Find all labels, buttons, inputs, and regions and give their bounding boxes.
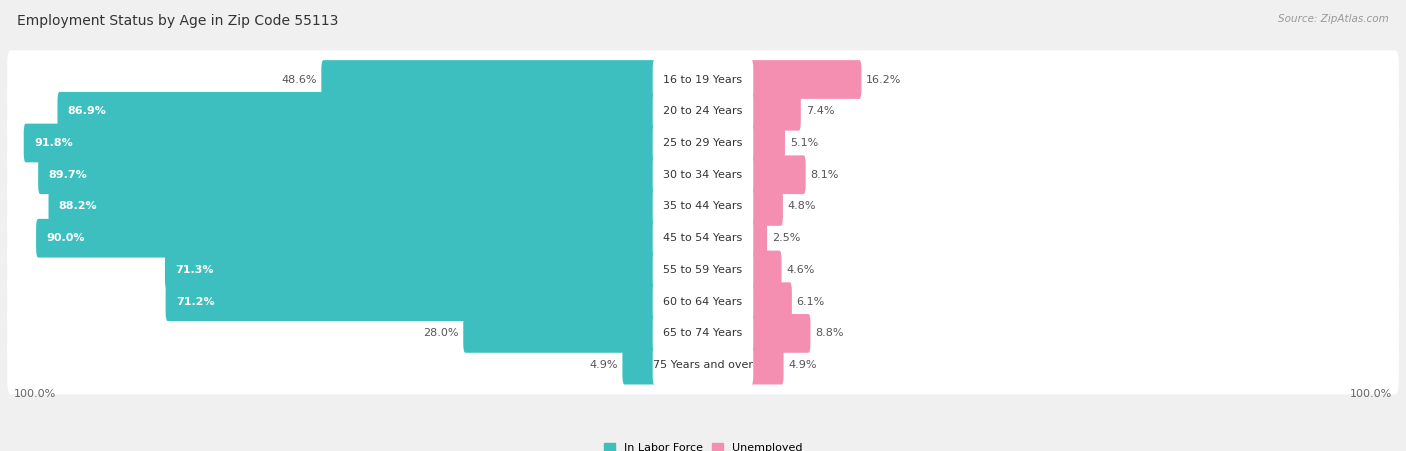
Text: 90.0%: 90.0% xyxy=(46,233,84,243)
Text: 8.1%: 8.1% xyxy=(810,170,839,179)
FancyBboxPatch shape xyxy=(623,346,661,385)
FancyBboxPatch shape xyxy=(652,60,754,100)
Text: Source: ZipAtlas.com: Source: ZipAtlas.com xyxy=(1278,14,1389,23)
Text: 4.8%: 4.8% xyxy=(787,202,817,212)
Text: 35 to 44 Years: 35 to 44 Years xyxy=(664,202,742,212)
FancyBboxPatch shape xyxy=(166,282,661,321)
Text: 6.1%: 6.1% xyxy=(797,297,825,307)
FancyBboxPatch shape xyxy=(652,123,754,163)
FancyBboxPatch shape xyxy=(7,114,1399,172)
FancyBboxPatch shape xyxy=(745,251,782,289)
FancyBboxPatch shape xyxy=(652,313,754,354)
FancyBboxPatch shape xyxy=(58,92,661,131)
FancyBboxPatch shape xyxy=(745,60,862,99)
FancyBboxPatch shape xyxy=(652,186,754,226)
Text: 5.1%: 5.1% xyxy=(790,138,818,148)
FancyBboxPatch shape xyxy=(24,124,661,162)
Text: 89.7%: 89.7% xyxy=(48,170,87,179)
Text: 86.9%: 86.9% xyxy=(67,106,107,116)
Text: 100.0%: 100.0% xyxy=(14,389,56,399)
Text: 91.8%: 91.8% xyxy=(34,138,73,148)
FancyBboxPatch shape xyxy=(7,146,1399,204)
FancyBboxPatch shape xyxy=(165,251,661,289)
Text: 71.2%: 71.2% xyxy=(176,297,215,307)
FancyBboxPatch shape xyxy=(652,345,754,385)
Text: 16.2%: 16.2% xyxy=(866,74,901,84)
Text: 28.0%: 28.0% xyxy=(423,328,458,338)
Text: 71.3%: 71.3% xyxy=(176,265,214,275)
FancyBboxPatch shape xyxy=(7,241,1399,299)
FancyBboxPatch shape xyxy=(48,187,661,226)
FancyBboxPatch shape xyxy=(745,314,810,353)
FancyBboxPatch shape xyxy=(7,51,1399,109)
FancyBboxPatch shape xyxy=(652,218,754,258)
Text: 2.5%: 2.5% xyxy=(772,233,800,243)
FancyBboxPatch shape xyxy=(745,155,806,194)
Text: 4.9%: 4.9% xyxy=(789,360,817,370)
FancyBboxPatch shape xyxy=(652,91,754,131)
Text: 55 to 59 Years: 55 to 59 Years xyxy=(664,265,742,275)
Text: 65 to 74 Years: 65 to 74 Years xyxy=(664,328,742,338)
FancyBboxPatch shape xyxy=(652,155,754,195)
FancyBboxPatch shape xyxy=(652,250,754,290)
FancyBboxPatch shape xyxy=(7,336,1399,394)
Text: 20 to 24 Years: 20 to 24 Years xyxy=(664,106,742,116)
Text: 25 to 29 Years: 25 to 29 Years xyxy=(664,138,742,148)
FancyBboxPatch shape xyxy=(745,219,768,258)
Text: 48.6%: 48.6% xyxy=(281,74,316,84)
Text: 60 to 64 Years: 60 to 64 Years xyxy=(664,297,742,307)
Text: 16 to 19 Years: 16 to 19 Years xyxy=(664,74,742,84)
FancyBboxPatch shape xyxy=(7,272,1399,331)
FancyBboxPatch shape xyxy=(7,304,1399,363)
Text: 88.2%: 88.2% xyxy=(59,202,97,212)
FancyBboxPatch shape xyxy=(322,60,661,99)
FancyBboxPatch shape xyxy=(745,124,785,162)
FancyBboxPatch shape xyxy=(745,187,783,226)
Text: 8.8%: 8.8% xyxy=(815,328,844,338)
FancyBboxPatch shape xyxy=(7,82,1399,140)
Legend: In Labor Force, Unemployed: In Labor Force, Unemployed xyxy=(603,443,803,451)
Text: 30 to 34 Years: 30 to 34 Years xyxy=(664,170,742,179)
Text: 7.4%: 7.4% xyxy=(806,106,834,116)
Text: 4.6%: 4.6% xyxy=(786,265,814,275)
Text: Employment Status by Age in Zip Code 55113: Employment Status by Age in Zip Code 551… xyxy=(17,14,339,28)
FancyBboxPatch shape xyxy=(7,177,1399,236)
Text: 4.9%: 4.9% xyxy=(589,360,617,370)
Text: 45 to 54 Years: 45 to 54 Years xyxy=(664,233,742,243)
Text: 100.0%: 100.0% xyxy=(1350,389,1392,399)
FancyBboxPatch shape xyxy=(463,314,661,353)
FancyBboxPatch shape xyxy=(38,155,661,194)
FancyBboxPatch shape xyxy=(745,282,792,321)
Text: 75 Years and over: 75 Years and over xyxy=(652,360,754,370)
FancyBboxPatch shape xyxy=(7,209,1399,267)
FancyBboxPatch shape xyxy=(745,346,783,385)
FancyBboxPatch shape xyxy=(37,219,661,258)
FancyBboxPatch shape xyxy=(652,282,754,322)
FancyBboxPatch shape xyxy=(745,92,801,131)
